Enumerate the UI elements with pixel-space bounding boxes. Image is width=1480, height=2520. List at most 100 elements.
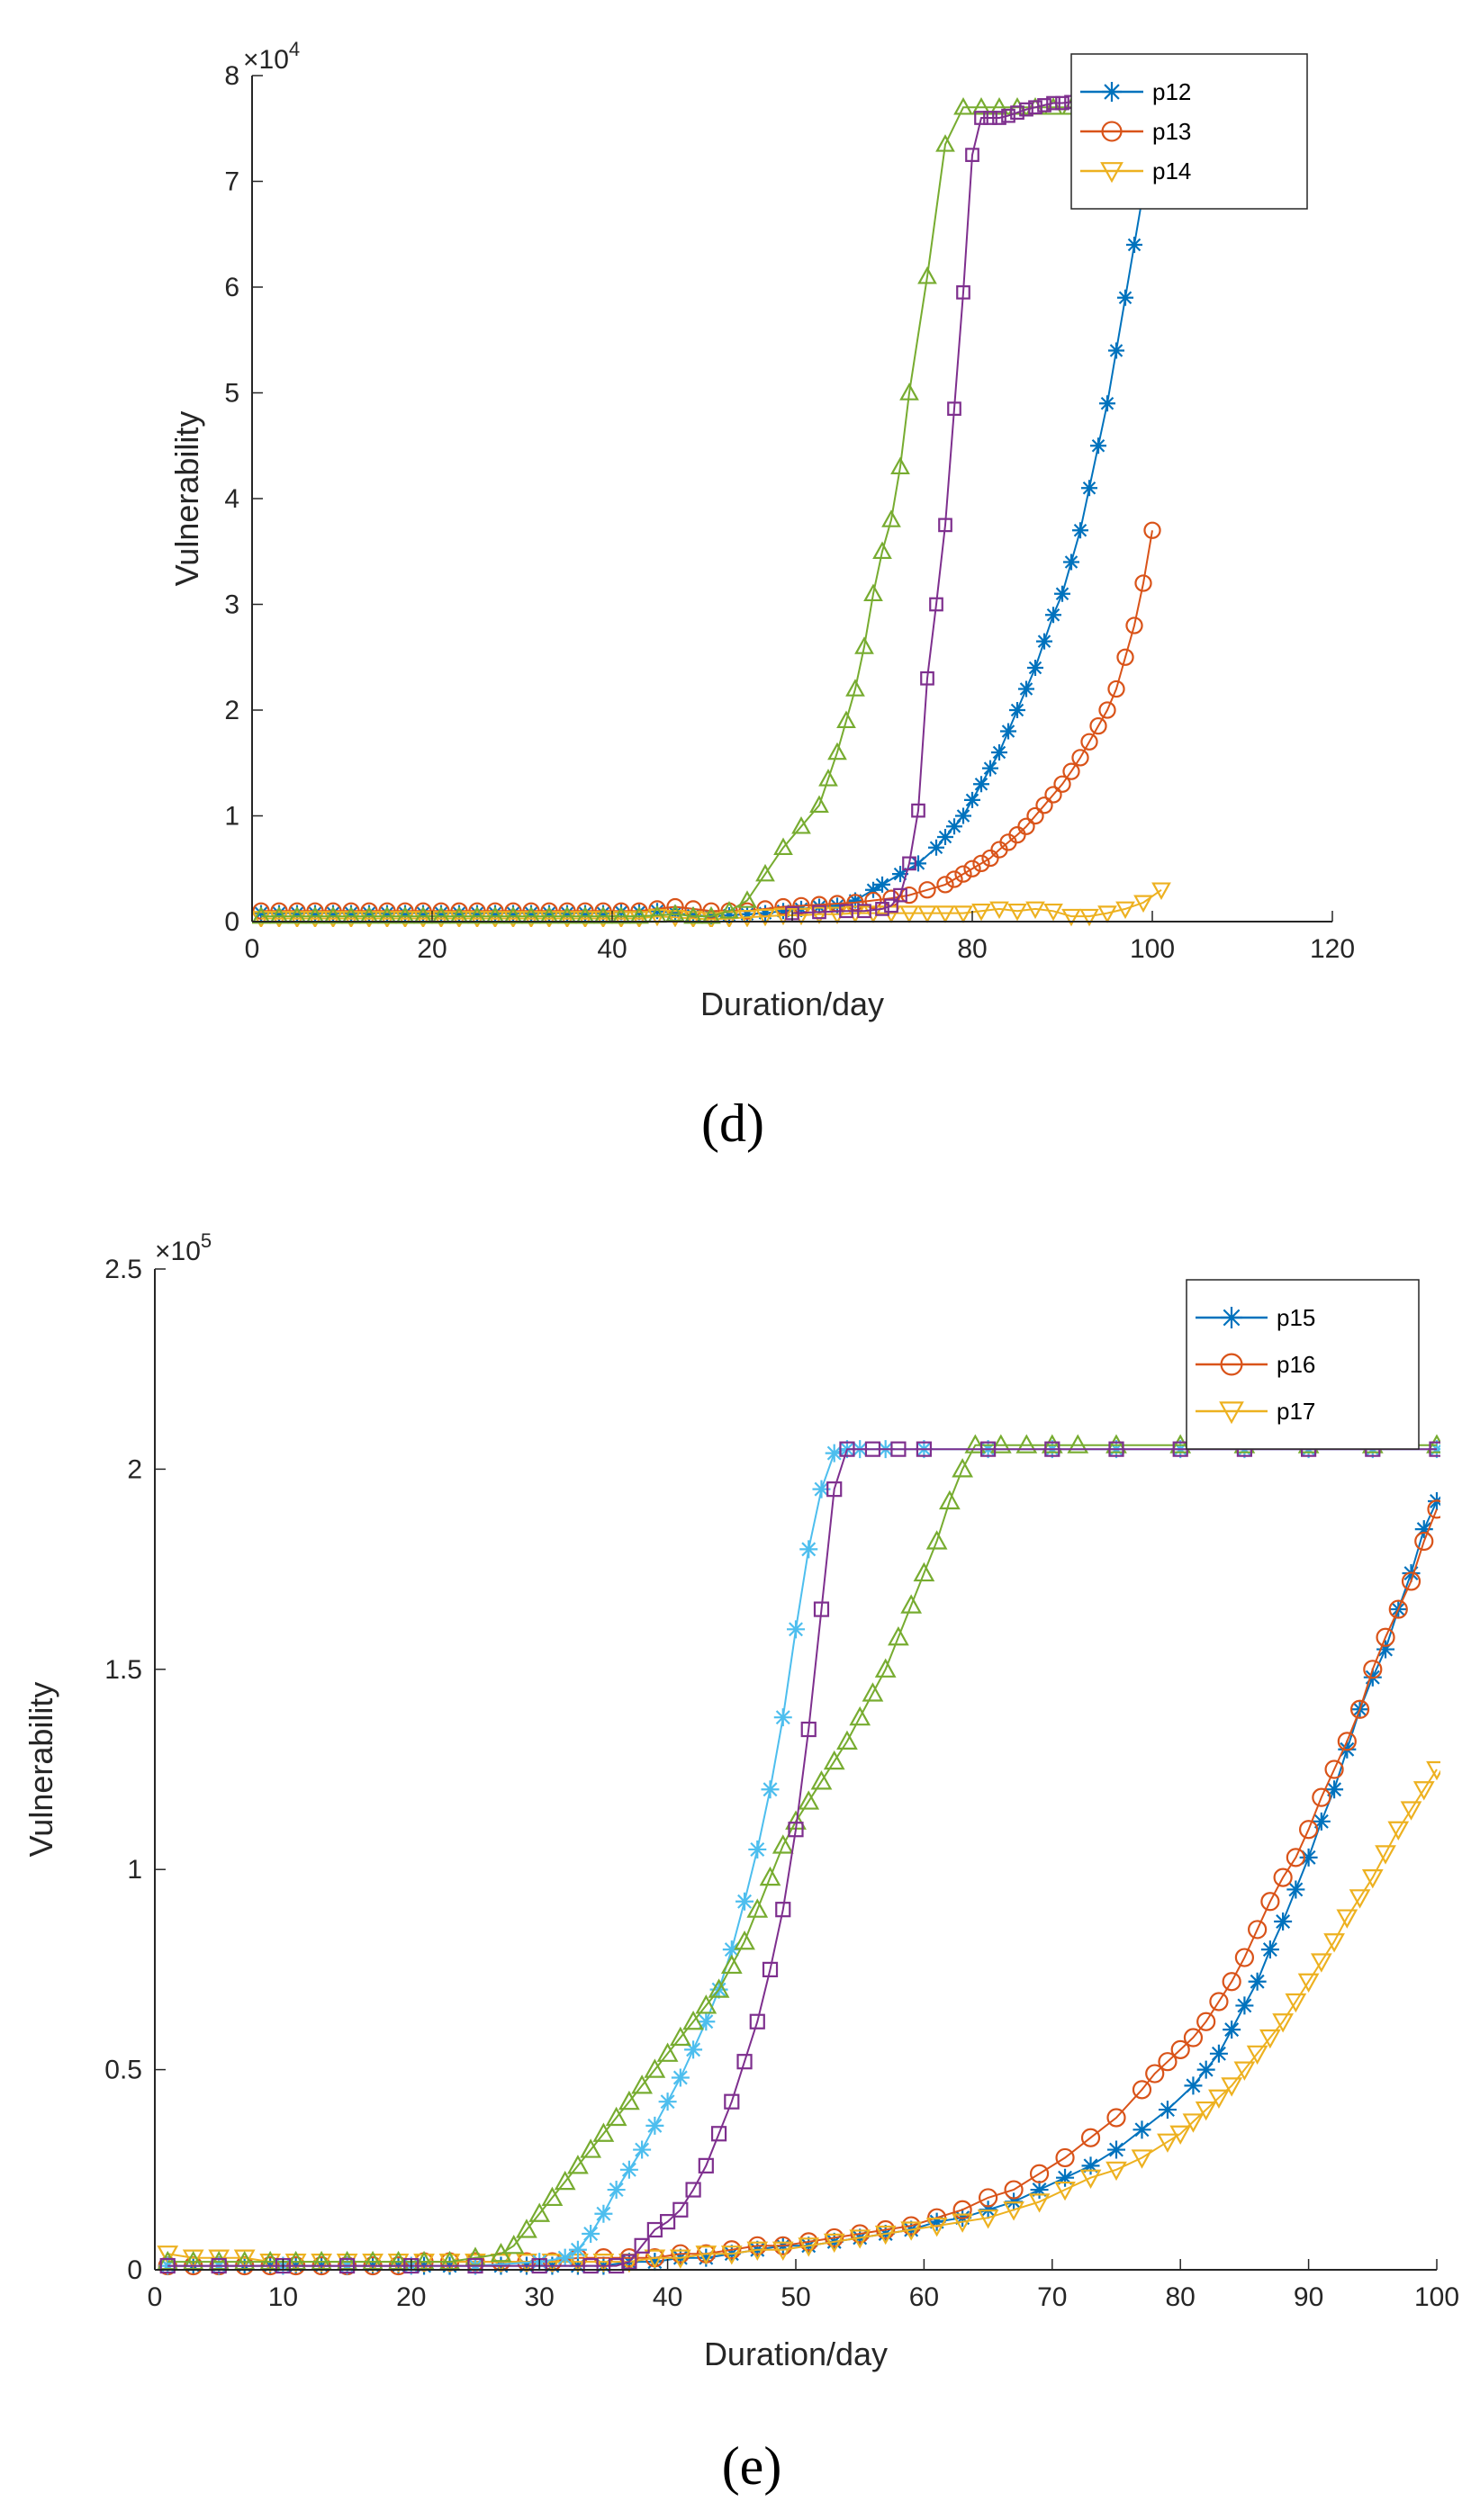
data-point: [305, 905, 325, 924]
data-point: [1054, 585, 1070, 602]
data-point: [1274, 1912, 1293, 1931]
data-point: [1079, 2169, 1102, 2189]
panel-label-e: (e): [722, 2436, 782, 2496]
data-point: [607, 2181, 626, 2200]
data-point: [1427, 1499, 1440, 1519]
data-point: [916, 1441, 933, 1457]
data-point: [1349, 1699, 1370, 1719]
data-point: [485, 911, 505, 927]
data-point: [847, 892, 863, 909]
data-point: [672, 2201, 689, 2218]
data-point: [413, 905, 433, 924]
data-point: [979, 1441, 997, 1457]
y-tick-label: 2.5: [104, 1255, 142, 1284]
data-point: [1007, 903, 1027, 922]
data-point: [1079, 908, 1099, 927]
data-point: [555, 2248, 574, 2267]
data-point: [1349, 1889, 1371, 1909]
x-tick-label: 100: [1130, 934, 1175, 964]
series-line: [167, 1448, 1437, 2267]
legend-marker: [1100, 162, 1124, 184]
data-point: [749, 2013, 765, 2030]
data-point: [287, 911, 307, 927]
data-point: [698, 2157, 714, 2174]
data-point: [945, 870, 963, 888]
data-point: [289, 904, 305, 922]
data-point: [798, 2237, 820, 2257]
data-point: [1017, 817, 1035, 835]
data-point: [1170, 2039, 1190, 2059]
y-tick-label: 4: [224, 484, 239, 514]
data-point: [1080, 733, 1098, 751]
data-point: [798, 1790, 820, 1810]
x-tick-label: 80: [1166, 2282, 1196, 2312]
data-point: [1041, 1434, 1063, 1454]
data-point: [1106, 2108, 1126, 2128]
data-point: [701, 912, 721, 927]
data-point: [773, 2236, 793, 2255]
data-point: [724, 2093, 740, 2110]
data-point: [1025, 901, 1045, 920]
data-point: [415, 904, 431, 922]
data-point: [773, 1708, 792, 1727]
data-point: [1098, 701, 1116, 719]
data-point: [667, 904, 683, 922]
data-point: [656, 2042, 679, 2062]
data-point: [720, 1954, 743, 1975]
legend-entry: p13: [1152, 118, 1191, 145]
data-point: [619, 2248, 639, 2268]
data-point: [947, 401, 961, 416]
series-group-e: [157, 1434, 1440, 2276]
data-point: [1001, 108, 1015, 123]
data-point: [734, 1930, 755, 1950]
data-point: [954, 865, 972, 883]
data-point: [737, 909, 757, 927]
data-point: [1125, 616, 1143, 634]
data-point: [917, 266, 937, 284]
data-point: [965, 148, 979, 162]
data-point: [1018, 680, 1034, 698]
data-point: [1157, 2133, 1178, 2153]
data-point: [1071, 749, 1089, 767]
data-point: [1426, 1760, 1440, 1781]
data-point: [829, 897, 845, 914]
data-point: [977, 2210, 999, 2229]
data-point: [874, 1658, 897, 1678]
data-point: [900, 886, 918, 904]
data-point: [911, 803, 925, 818]
data-point: [1030, 2181, 1049, 2200]
data-point: [946, 818, 962, 835]
data-point: [1044, 786, 1062, 804]
data-point: [892, 866, 908, 883]
series-p14: [252, 882, 1171, 927]
data-point: [809, 906, 829, 925]
x-tick-label: 40: [597, 934, 627, 964]
data-point: [722, 1940, 741, 1959]
data-point: [575, 911, 595, 927]
legend-marker: [1102, 82, 1122, 102]
data-point: [845, 679, 865, 697]
data-point: [1009, 702, 1025, 718]
data-point: [888, 1625, 909, 1646]
data-point: [618, 2090, 640, 2110]
data-point: [827, 906, 847, 925]
data-point: [955, 807, 971, 824]
data-point: [1412, 1781, 1435, 1801]
legend-entry: p12: [1152, 78, 1191, 105]
data-point: [697, 2012, 716, 2031]
data-point: [359, 905, 379, 924]
x-tick-label: 60: [909, 2282, 939, 2312]
data-point: [982, 760, 998, 777]
data-point: [953, 905, 973, 923]
x-tick-label: 20: [417, 934, 447, 964]
data-point: [1015, 1434, 1038, 1454]
exponent-base-e: ×10: [155, 1237, 201, 1266]
data-point: [1043, 96, 1063, 115]
data-point: [736, 2054, 753, 2070]
data-point: [972, 854, 990, 873]
y-tick-label: 0: [224, 907, 239, 937]
data-point: [1246, 2045, 1268, 2066]
data-point: [592, 2122, 615, 2142]
data-point: [1400, 1801, 1422, 1821]
data-point: [1361, 1868, 1384, 1889]
